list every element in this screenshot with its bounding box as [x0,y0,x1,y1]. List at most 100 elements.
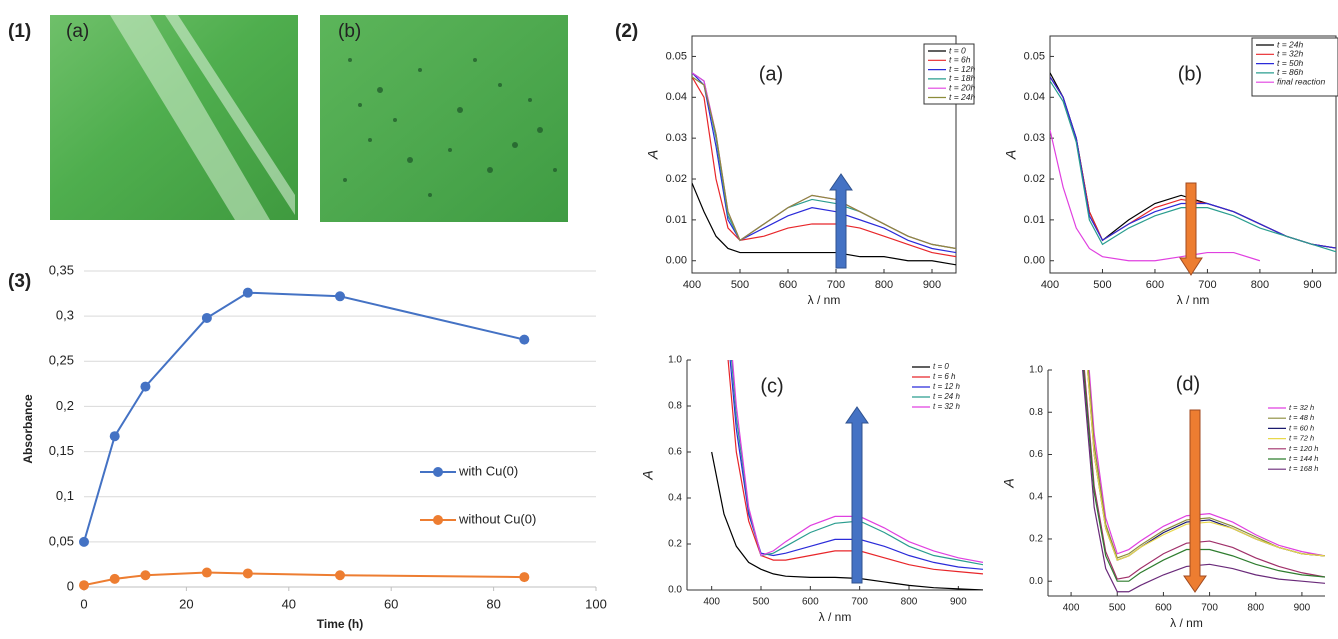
x-tick-label: 600 [779,279,797,291]
series-line [1083,370,1325,580]
legend-label: t = 32h [1277,49,1304,59]
series-line [692,72,956,254]
marker [140,570,151,581]
series-line [729,360,983,570]
series-line [731,360,983,563]
x-tick-label: 700 [1198,279,1216,291]
y-tick-label: 0.6 [668,447,682,458]
y-tick-label: 0.00 [1024,255,1045,267]
marker [242,568,253,579]
legend-label: t = 12 h [933,382,960,391]
x-tick-label: 900 [950,597,967,608]
series-line [711,451,983,590]
y-tick-label: 0.01 [666,214,687,226]
series-line [692,182,956,266]
y-tick-label: 0.03 [1024,132,1045,144]
x-tick-label: 100 [585,596,607,611]
marker [242,287,253,298]
x-tick-label: 40 [282,596,296,611]
series-line [1050,76,1336,249]
legend-label: t = 0 [949,45,966,55]
y-tick-label: 0,05 [49,533,74,548]
figure-label: (2) [615,21,638,42]
legend-label: t = 20h [949,82,976,92]
plot-frame [1049,35,1337,274]
arrows [829,173,1207,593]
y-tick-label: 1.0 [1029,365,1043,376]
y-axis-label: A [1003,150,1019,160]
x-tick-label: 0 [80,596,87,611]
series-line [692,76,956,258]
marker [201,312,212,323]
x-tick-label: 400 [1041,279,1059,291]
figure-label: (3) [8,271,31,292]
x-axis-label: λ / nm [1170,616,1203,630]
legend-label: t = 168 h [1289,464,1318,473]
series-line [1082,370,1325,582]
legend-label: with Cu(0) [458,463,518,478]
figure-label: (1) [8,21,31,42]
series-line [1086,370,1325,561]
x-tick-label: 600 [1155,603,1172,614]
series-line [84,291,525,543]
photo-glare [110,15,270,220]
y-tick-label: 0.02 [666,173,687,185]
series-line [692,72,956,250]
photo-b [320,15,568,222]
series-line [730,360,983,566]
x-tick-label: 700 [1201,603,1218,614]
y-tick-label: 1.0 [668,355,682,366]
legend-label: t = 60 h [1289,423,1314,432]
legend-marker [433,467,443,477]
legend-label: t = 50h [1277,58,1304,68]
series-line [1087,370,1325,559]
legend-label: t = 6h [949,55,971,65]
legend-label: t = 32 h [933,402,960,411]
plot-frame [691,35,957,274]
y-tick-label: 0.6 [1029,449,1043,460]
x-axis-label: Time (h) [317,617,363,631]
panel-label: (c) [760,375,783,397]
panel-label: (b) [1178,63,1202,85]
y-tick-label: 0.01 [1024,214,1045,226]
panel-label: (a) [759,63,783,85]
y-tick-label: 0.0 [668,585,682,596]
series-line [1082,370,1325,593]
legend-label: t = 6 h [933,372,956,381]
legend-label: t = 48 h [1289,413,1314,422]
y-axis-label: Absorbance [21,394,35,464]
y-tick-label: 0.4 [668,493,682,504]
marker [335,570,345,581]
x-axis-label: λ / nm [808,293,841,307]
legend-label: without Cu(0) [458,511,536,526]
series-line [1050,129,1261,262]
marker [335,291,345,302]
y-tick-label: 0.8 [1029,407,1043,418]
x-tick-label: 400 [1063,603,1080,614]
x-axis-label: λ / nm [1177,293,1210,307]
marker [201,567,212,578]
marker [140,381,151,392]
x-tick-label: 400 [703,597,720,608]
arrow-down [1183,409,1207,593]
x-tick-label: 500 [731,279,749,291]
y-tick-label: 0,15 [49,443,74,458]
x-tick-label: 700 [827,279,845,291]
photo-label: (a) [66,21,89,42]
marker [79,580,89,591]
x-tick-label: 800 [1247,603,1264,614]
x-tick-label: 20 [179,596,193,611]
x-tick-label: 400 [683,279,701,291]
photo-label: (b) [338,21,361,42]
photo-spots [343,58,557,197]
y-axis-label: A [645,150,661,160]
x-tick-label: 800 [875,279,893,291]
x-tick-label: 600 [802,597,819,608]
y-tick-label: 0,3 [56,308,74,323]
y-tick-label: 0.2 [1029,534,1043,545]
legend-label: final reaction [1277,76,1325,86]
y-axis-label: A [640,470,656,480]
y-tick-label: 0 [67,578,74,593]
